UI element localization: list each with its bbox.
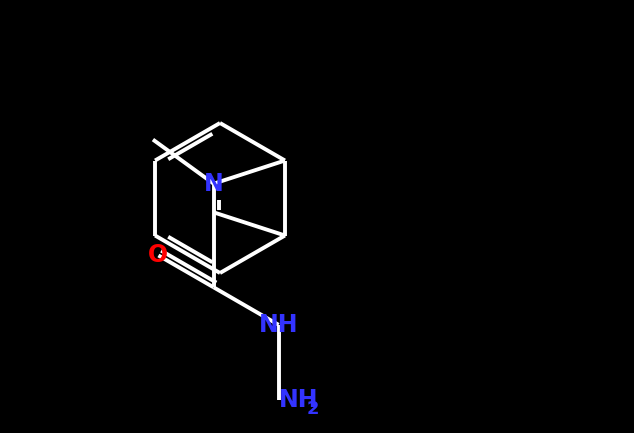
Text: O: O <box>148 243 169 268</box>
Text: 2: 2 <box>307 400 319 418</box>
Text: NH: NH <box>259 313 299 337</box>
Text: N: N <box>204 171 224 196</box>
Text: NH: NH <box>278 388 318 412</box>
